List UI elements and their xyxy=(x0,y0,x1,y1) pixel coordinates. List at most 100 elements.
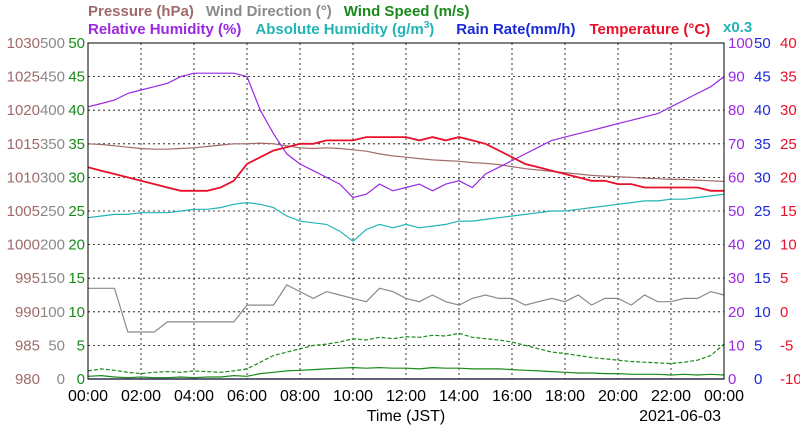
wind_speed-tick-label: 15 xyxy=(68,270,85,287)
legend-rain_rate: Rain Rate(mm/h) xyxy=(456,21,575,38)
wind_direction-tick-label: 50 xyxy=(48,337,65,354)
rain_rate-tick-label: 25 xyxy=(754,203,771,220)
relative_humidity-tick-label: 40 xyxy=(728,237,745,254)
pressure-tick-label: 980 xyxy=(15,371,40,388)
temperature-tick-label: 0 xyxy=(780,304,788,321)
x-tick-label: 22:00 xyxy=(651,388,691,405)
temperature-tick-label: -5 xyxy=(780,337,793,354)
series-line-relative_humidity xyxy=(87,72,725,199)
left-axes: 1030102510201015101010051000995990985980… xyxy=(7,35,85,388)
wind_direction-tick-label: 200 xyxy=(40,237,65,254)
pressure-tick-label: 1005 xyxy=(7,203,40,220)
pressure-tick-label: 1025 xyxy=(7,69,40,86)
chart-grid xyxy=(88,43,724,379)
wind_speed-tick-label: 5 xyxy=(77,337,85,354)
series-line-temperature xyxy=(87,136,724,192)
rain_rate-tick-label: 20 xyxy=(754,237,771,254)
wind_direction-tick-label: 250 xyxy=(40,203,65,220)
wind_speed-tick-label: 40 xyxy=(68,102,85,119)
relative_humidity-tick-label: 0 xyxy=(728,371,736,388)
pressure-tick-label: 990 xyxy=(15,304,40,321)
relative_humidity-tick-label: 80 xyxy=(728,102,745,119)
wind_direction-tick-label: 450 xyxy=(40,69,65,86)
wind_speed-tick-label: 10 xyxy=(68,304,85,321)
legend-relative_humidity: Relative Humidity (%) xyxy=(88,21,241,38)
relative_humidity-tick-label: 60 xyxy=(728,169,745,186)
x-tick-label: 00:00 xyxy=(68,388,108,405)
wind_speed-tick-label: 30 xyxy=(68,169,85,186)
series-line-wind_gust xyxy=(87,332,725,375)
rain_rate-tick-label: 45 xyxy=(754,69,771,86)
temperature-tick-label: 30 xyxy=(780,102,797,119)
series-line-absolute_humidity xyxy=(87,193,725,242)
legend-wind_speed: Wind Speed (m/s) xyxy=(344,3,470,20)
x-tick-label: 00:00 xyxy=(704,388,744,405)
wind_speed-tick-label: 20 xyxy=(68,237,85,254)
series-line-pressure xyxy=(87,142,725,182)
wind_direction-tick-label: 350 xyxy=(40,136,65,153)
wind_direction-tick-label: 100 xyxy=(40,304,65,321)
x-tick-label: 10:00 xyxy=(333,388,373,405)
rain_rate-tick-label: 10 xyxy=(754,304,771,321)
rain_rate-tick-label: 0 xyxy=(754,371,762,388)
relative_humidity-tick-label: 90 xyxy=(728,69,745,86)
right-axes: 1009080706050403020100504540353025201510… xyxy=(728,35,800,388)
x-tick-label: 02:00 xyxy=(121,388,161,405)
temperature-tick-label: 10 xyxy=(780,237,797,254)
rain_rate-tick-label: 5 xyxy=(754,337,762,354)
legend-row-1: Pressure (hPa) Wind Direction (°) Wind Spe… xyxy=(88,3,469,20)
series-line-wind_speed xyxy=(87,366,725,379)
temperature-tick-label: -10 xyxy=(780,371,800,388)
legend-pressure: Pressure (hPa) xyxy=(88,3,194,20)
wind_direction-tick-label: 400 xyxy=(40,102,65,119)
x-axis-title: Time (JST) xyxy=(367,408,446,425)
x-tick-label: 04:00 xyxy=(174,388,214,405)
legend-absolute_humidity: Absolute Humidity (g/m3) xyxy=(255,20,434,38)
pressure-tick-label: 995 xyxy=(15,270,40,287)
wind_speed-tick-label: 45 xyxy=(68,69,85,86)
wind_direction-tick-label: 0 xyxy=(57,371,65,388)
x-axis: 00:00 02:00 04:00 06:00 08:00 10:00 12:00 14:00… xyxy=(68,388,744,405)
relative_humidity-tick-label: 10 xyxy=(728,337,745,354)
relative_humidity-tick-label: 100 xyxy=(728,35,753,52)
wind_direction-tick-label: 300 xyxy=(40,169,65,186)
temperature-tick-label: 25 xyxy=(780,136,797,153)
multiplier-label: x0.3 xyxy=(723,19,752,36)
pressure-tick-label: 1015 xyxy=(7,136,40,153)
x-tick-label: 16:00 xyxy=(492,388,532,405)
temperature-tick-label: 35 xyxy=(780,69,797,86)
x-tick-label: 18:00 xyxy=(545,388,585,405)
x-tick-label: 20:00 xyxy=(598,388,638,405)
rain_rate-tick-label: 15 xyxy=(754,270,771,287)
wind_direction-tick-label: 500 xyxy=(40,35,65,52)
legend-temperature: Temperature (°C) xyxy=(589,21,710,38)
pressure-tick-label: 1010 xyxy=(7,169,40,186)
relative_humidity-tick-label: 50 xyxy=(728,203,745,220)
pressure-tick-label: 1000 xyxy=(7,237,40,254)
rain_rate-tick-label: 30 xyxy=(754,169,771,186)
legend-row-2: Relative Humidity (%) Absolute Humidity (… xyxy=(88,20,710,38)
legend-wind_direction: Wind Direction (°) xyxy=(206,3,332,20)
x-tick-label: 08:00 xyxy=(280,388,320,405)
series-line-wind_direction xyxy=(88,284,725,333)
rain_rate-tick-label: 35 xyxy=(754,136,771,153)
rain_rate-tick-label: 40 xyxy=(754,102,771,119)
wind_speed-tick-label: 35 xyxy=(68,136,85,153)
temperature-tick-label: 5 xyxy=(780,270,788,287)
temperature-tick-label: 20 xyxy=(780,169,797,186)
relative_humidity-tick-label: 20 xyxy=(728,304,745,321)
pressure-tick-label: 1020 xyxy=(7,102,40,119)
rain_rate-tick-label: 50 xyxy=(754,35,771,52)
plot-frame xyxy=(87,42,725,380)
pressure-tick-label: 1030 xyxy=(7,35,40,52)
temperature-tick-label: 15 xyxy=(780,203,797,220)
wind_speed-tick-label: 0 xyxy=(77,371,85,388)
x-tick-label: 06:00 xyxy=(227,388,267,405)
chart-date: 2021-06-03 xyxy=(639,408,721,425)
wind_speed-tick-label: 50 xyxy=(68,35,85,52)
x-tick-label: 12:00 xyxy=(386,388,426,405)
relative_humidity-tick-label: 70 xyxy=(728,136,745,153)
x-tick-label: 14:00 xyxy=(439,388,479,405)
relative_humidity-tick-label: 30 xyxy=(728,270,745,287)
